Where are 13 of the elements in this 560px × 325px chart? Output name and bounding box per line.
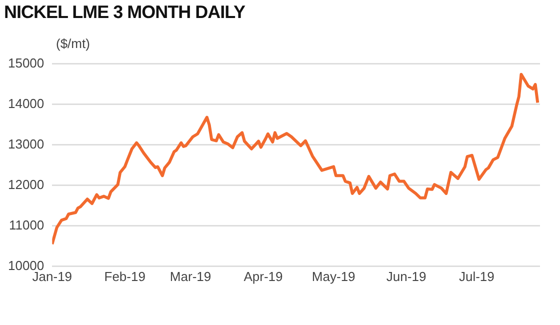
y-tick-label: 13000: [8, 136, 44, 152]
y-axis-title: ($/mt): [56, 36, 90, 51]
y-tick-label: 15000: [8, 55, 44, 70]
x-tick-label: Apr-19: [244, 268, 283, 284]
x-tick-label: Feb-19: [104, 268, 146, 284]
y-tick-label: 14000: [8, 96, 44, 111]
x-tick-label: Jun-19: [386, 268, 426, 284]
chart-title: NICKEL LME 3 MONTH DAILY: [4, 2, 246, 23]
y-tick-label: 12000: [8, 176, 44, 192]
x-tick-label: Jul-19: [458, 268, 494, 284]
x-tick-label: Mar-19: [170, 268, 212, 284]
y-tick-label: 11000: [8, 217, 44, 232]
x-tick-label: May-19: [312, 268, 356, 284]
